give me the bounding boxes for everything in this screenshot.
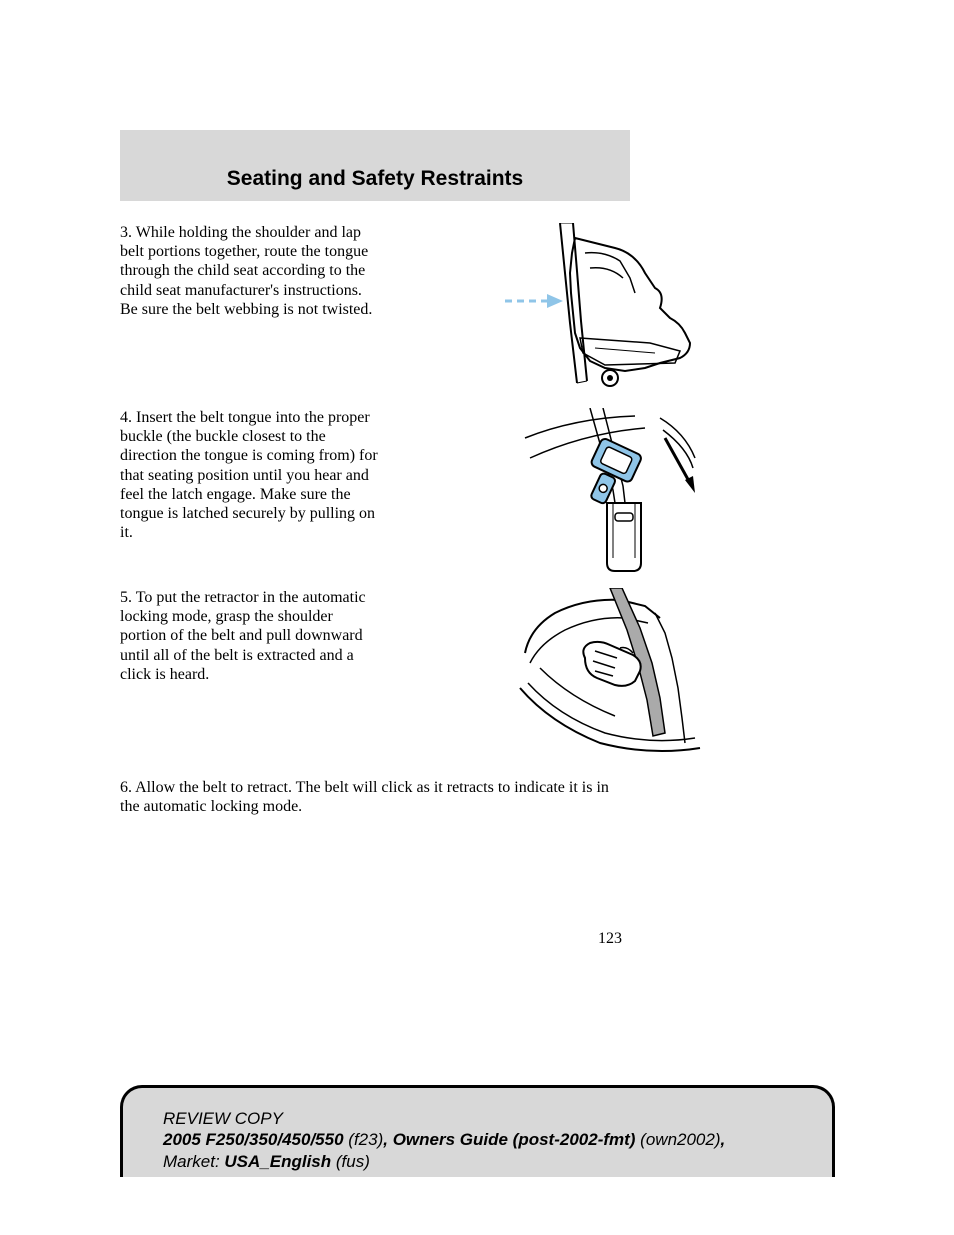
footer-box: REVIEW COPY 2005 F250/350/450/550 (f23),… [120,1085,835,1177]
step-5-row: 5. To put the retractor in the automatic… [120,588,835,763]
footer-line-2: 2005 F250/350/450/550 (f23), Owners Guid… [163,1129,792,1150]
step-4-row: 4. Insert the belt tongue into the prope… [120,408,835,578]
step-5-illustration [395,588,835,763]
step-4-text: 4. Insert the belt tongue into the prope… [120,408,395,578]
page-number: 123 [598,930,622,948]
step-3-text: 3. While holding the shoulder and lap be… [120,223,395,398]
step-4-illustration [395,408,835,578]
section-title: Seating and Safety Restraints [227,167,523,191]
page-container: Seating and Safety Restraints 3. While h… [120,130,835,816]
step-5-text: 5. To put the retractor in the automatic… [120,588,395,763]
section-header-bar: Seating and Safety Restraints [120,130,630,201]
content-section: 3. While holding the shoulder and lap be… [120,223,835,816]
step-6-text: 6. Allow the belt to retract. The belt w… [120,778,630,816]
footer-line-3: Market: USA_English (fus) [163,1151,792,1172]
step-3-illustration [395,223,835,398]
step-3-row: 3. While holding the shoulder and lap be… [120,223,835,398]
footer-line-1: REVIEW COPY [163,1108,792,1129]
